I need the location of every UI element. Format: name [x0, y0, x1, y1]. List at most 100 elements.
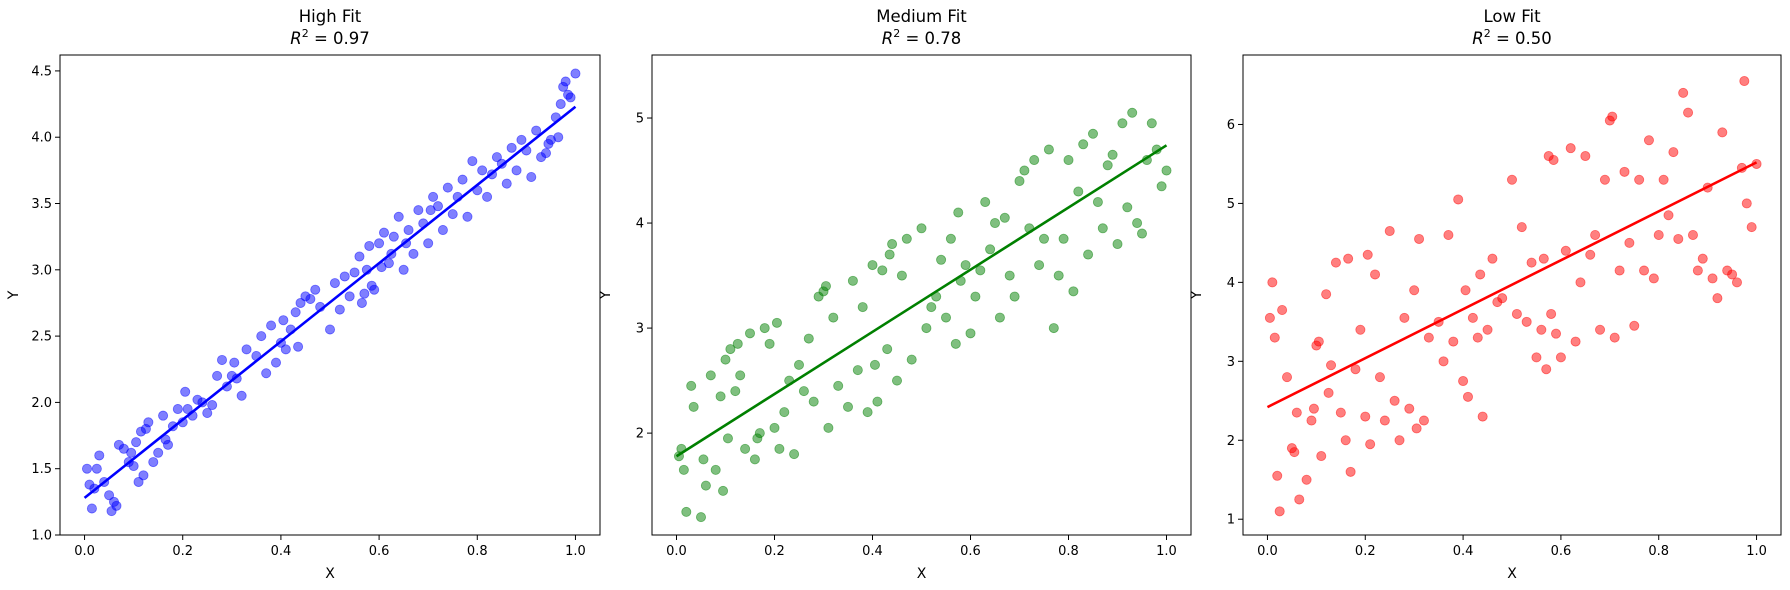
scatter-point — [887, 239, 898, 250]
scatter-point — [570, 68, 581, 79]
scatter-point — [1323, 387, 1334, 398]
scatter-point — [764, 338, 775, 349]
x-tick-label: 0.0 — [74, 544, 95, 559]
scatter-point — [1379, 415, 1390, 426]
scatter-point — [1073, 186, 1084, 197]
scatter-points — [82, 68, 581, 517]
y-axis-label: Y — [6, 290, 22, 300]
scatter-point — [278, 315, 289, 326]
scatter-point — [945, 233, 956, 244]
axes-frame — [651, 54, 1192, 536]
x-tick-label: 0.8 — [1648, 544, 1669, 559]
scatter-point — [531, 125, 542, 136]
scatter-point — [457, 174, 468, 185]
scatter-point — [1063, 155, 1074, 166]
scatter-point — [1340, 435, 1351, 446]
scatter-point — [1058, 233, 1069, 244]
scatter-point — [1345, 466, 1356, 477]
scatter-point — [953, 207, 964, 218]
scatter-point — [398, 264, 409, 275]
scatter-point — [1350, 364, 1361, 375]
scatter-point — [867, 260, 878, 271]
scatter-point — [1585, 249, 1596, 260]
x-tick-label: 0.0 — [666, 544, 687, 559]
scatter-point — [1619, 166, 1630, 177]
scatter-point — [428, 191, 439, 202]
scatter-point — [1156, 181, 1167, 192]
scatter-point — [823, 422, 834, 433]
scatter-point — [378, 227, 389, 238]
x-axis-label: X — [1507, 566, 1517, 582]
scatter-point — [1497, 293, 1508, 304]
scatter-point — [1570, 336, 1581, 347]
y-tick-label: 1.5 — [31, 462, 52, 477]
scatter-point — [921, 323, 932, 334]
scatter-point — [555, 99, 566, 110]
scatter-point — [553, 132, 564, 143]
scatter-point — [216, 354, 227, 365]
scatter-point — [241, 344, 252, 355]
regression-line — [83, 105, 577, 499]
y-tick-label: 4.5 — [31, 64, 52, 79]
r-superscript: 2 — [893, 27, 900, 40]
y-axis-label: Y — [598, 290, 614, 300]
scatter-point — [1330, 257, 1341, 268]
scatter-point — [722, 433, 733, 444]
scatter-point — [1335, 407, 1346, 418]
scatter-point — [565, 92, 576, 103]
scatter-point — [1004, 270, 1015, 281]
scatter-point — [882, 344, 893, 355]
scatter-point — [1343, 253, 1354, 264]
scatter-point — [1590, 229, 1601, 240]
scatter-point — [1088, 128, 1099, 139]
scatter-point — [1272, 470, 1283, 481]
scatter-point — [1034, 260, 1045, 271]
scatter-point — [1267, 277, 1278, 288]
scatter-point — [872, 396, 883, 407]
y-tick-label: 2.5 — [31, 330, 52, 345]
scatter-point — [82, 463, 93, 474]
y-tick-label: 4 — [1227, 276, 1235, 291]
scatter-point — [794, 359, 805, 370]
chart-title: High Fit — [299, 7, 362, 26]
scatter-point — [369, 284, 380, 295]
scatter-point — [720, 354, 731, 365]
scatter-point — [1548, 154, 1559, 165]
scatter-point — [745, 328, 756, 339]
scatter-point — [86, 503, 97, 514]
x-tick-label: 0.2 — [1355, 544, 1376, 559]
scatter-point — [1551, 328, 1562, 339]
r-squared-value: = 0.78 — [900, 29, 961, 48]
scatter-point — [334, 304, 345, 315]
scatter-point — [1053, 270, 1064, 281]
scatter-point — [354, 251, 365, 262]
scatter-point — [1097, 223, 1108, 234]
scatter-point — [1746, 222, 1757, 233]
scatter-point — [1595, 324, 1606, 335]
scatter-point — [128, 461, 139, 472]
scatter-point — [1301, 474, 1312, 485]
x-tick-label: 0.6 — [369, 544, 390, 559]
scatter-point — [857, 302, 868, 313]
y-tick-label: 5 — [1227, 197, 1235, 212]
x-tick-label: 0.4 — [1453, 544, 1474, 559]
scatter-point — [408, 248, 419, 259]
scatter-point — [892, 375, 903, 386]
scatter-point — [1739, 76, 1750, 87]
scatter-point — [718, 485, 729, 496]
scatter-point — [749, 454, 760, 465]
scatter-point — [180, 386, 191, 397]
y-tick-label: 3 — [636, 322, 644, 337]
scatter-point — [1048, 323, 1059, 334]
scatter-point — [359, 288, 370, 299]
scatter-point — [999, 212, 1010, 223]
scatter-point — [725, 344, 736, 355]
scatter-point — [678, 464, 689, 475]
scatter-point — [1555, 352, 1566, 363]
scatter-point — [511, 165, 522, 176]
scatter-point — [1282, 372, 1293, 383]
scatter-point — [1274, 506, 1285, 517]
scatter-point — [1092, 197, 1103, 208]
r-superscript: 2 — [1484, 27, 1491, 40]
y-tick-label: 3 — [1227, 355, 1235, 370]
